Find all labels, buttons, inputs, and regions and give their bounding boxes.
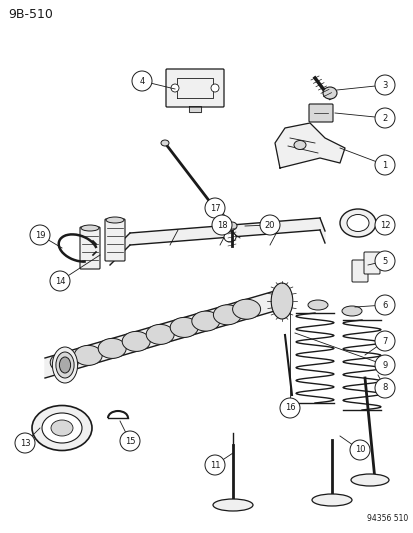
Text: 20: 20 xyxy=(264,221,275,230)
Circle shape xyxy=(50,271,70,291)
Circle shape xyxy=(374,108,394,128)
Circle shape xyxy=(374,295,394,315)
Circle shape xyxy=(204,455,224,475)
Circle shape xyxy=(374,378,394,398)
Circle shape xyxy=(374,331,394,351)
Circle shape xyxy=(349,440,369,460)
Ellipse shape xyxy=(322,87,336,99)
Circle shape xyxy=(279,398,299,418)
Ellipse shape xyxy=(212,499,252,511)
Circle shape xyxy=(132,71,152,91)
Circle shape xyxy=(374,215,394,235)
Ellipse shape xyxy=(74,345,102,366)
FancyBboxPatch shape xyxy=(166,69,223,107)
Text: 15: 15 xyxy=(124,437,135,446)
Text: 9B-510: 9B-510 xyxy=(8,8,53,21)
Ellipse shape xyxy=(232,299,260,319)
Polygon shape xyxy=(110,233,130,265)
Text: 5: 5 xyxy=(382,256,387,265)
Text: 9: 9 xyxy=(382,360,387,369)
FancyBboxPatch shape xyxy=(308,104,332,122)
Ellipse shape xyxy=(42,413,82,443)
Text: 2: 2 xyxy=(382,114,387,123)
Circle shape xyxy=(374,75,394,95)
FancyBboxPatch shape xyxy=(351,260,367,282)
Ellipse shape xyxy=(51,420,73,436)
Text: 19: 19 xyxy=(35,230,45,239)
Circle shape xyxy=(259,215,279,235)
Ellipse shape xyxy=(211,84,218,92)
Ellipse shape xyxy=(216,212,223,218)
Text: 18: 18 xyxy=(216,221,227,230)
Polygon shape xyxy=(189,106,201,112)
Ellipse shape xyxy=(213,305,241,325)
Text: 10: 10 xyxy=(354,446,364,455)
Text: 12: 12 xyxy=(379,221,389,230)
Ellipse shape xyxy=(106,217,124,223)
Text: 6: 6 xyxy=(381,301,387,310)
Text: 16: 16 xyxy=(284,403,294,413)
Polygon shape xyxy=(45,288,284,378)
Ellipse shape xyxy=(223,232,235,242)
Text: 13: 13 xyxy=(20,439,30,448)
Ellipse shape xyxy=(161,140,169,146)
Ellipse shape xyxy=(271,283,292,319)
Text: 7: 7 xyxy=(381,336,387,345)
Ellipse shape xyxy=(50,352,78,373)
Ellipse shape xyxy=(52,347,77,383)
Ellipse shape xyxy=(339,209,375,237)
Circle shape xyxy=(30,225,50,245)
Ellipse shape xyxy=(191,311,219,331)
Ellipse shape xyxy=(307,300,327,310)
Ellipse shape xyxy=(59,357,71,373)
FancyBboxPatch shape xyxy=(80,227,100,269)
Circle shape xyxy=(120,431,140,451)
Ellipse shape xyxy=(98,338,126,358)
FancyBboxPatch shape xyxy=(105,219,125,261)
Text: 4: 4 xyxy=(139,77,144,85)
Circle shape xyxy=(374,251,394,271)
Ellipse shape xyxy=(293,141,305,149)
Ellipse shape xyxy=(170,317,198,337)
Ellipse shape xyxy=(226,222,236,230)
Text: 8: 8 xyxy=(381,384,387,392)
Polygon shape xyxy=(130,218,319,245)
Circle shape xyxy=(204,198,224,218)
Ellipse shape xyxy=(32,406,92,450)
Ellipse shape xyxy=(122,332,150,351)
Text: 1: 1 xyxy=(382,160,387,169)
Ellipse shape xyxy=(346,214,368,231)
Text: 3: 3 xyxy=(381,80,387,90)
Circle shape xyxy=(15,433,35,453)
Text: 17: 17 xyxy=(209,204,220,213)
Circle shape xyxy=(374,155,394,175)
Ellipse shape xyxy=(341,306,361,316)
Ellipse shape xyxy=(146,325,174,344)
Circle shape xyxy=(374,355,394,375)
Circle shape xyxy=(211,215,231,235)
Polygon shape xyxy=(319,218,324,243)
Polygon shape xyxy=(274,123,344,168)
Text: 14: 14 xyxy=(55,277,65,286)
Text: 11: 11 xyxy=(209,461,220,470)
Ellipse shape xyxy=(350,474,388,486)
Text: 94356 510: 94356 510 xyxy=(366,514,407,523)
Ellipse shape xyxy=(171,84,178,92)
Ellipse shape xyxy=(56,352,74,378)
Ellipse shape xyxy=(311,494,351,506)
FancyBboxPatch shape xyxy=(363,252,379,274)
Ellipse shape xyxy=(81,225,99,231)
